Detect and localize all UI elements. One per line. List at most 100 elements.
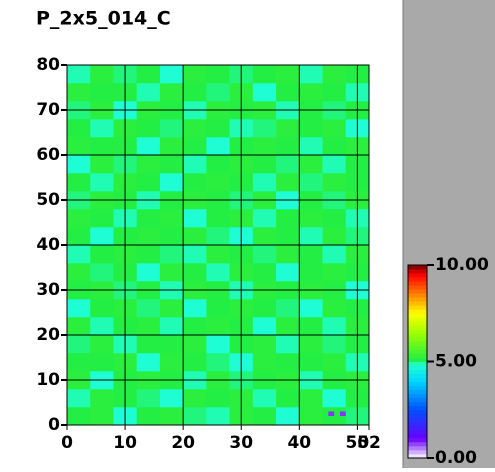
heat-cell xyxy=(252,407,277,426)
heat-cell xyxy=(136,299,161,318)
heat-cell xyxy=(183,227,207,246)
heat-cell xyxy=(322,227,347,246)
colorbar-swatch xyxy=(408,385,427,391)
heat-cell xyxy=(67,83,91,102)
heat-cell xyxy=(252,119,277,138)
heat-cell xyxy=(159,299,184,318)
x-tick-label: 10 xyxy=(113,433,137,453)
x-tick-label: 20 xyxy=(171,433,195,453)
heat-cell xyxy=(136,353,161,372)
y-tick-label: 40 xyxy=(36,235,60,255)
x-tick-label: 30 xyxy=(229,433,253,453)
heat-cell xyxy=(322,335,347,354)
colorbar-swatch xyxy=(408,289,427,294)
colorbar-swatch xyxy=(408,333,427,338)
heat-cell xyxy=(322,299,347,318)
colorbar-swatch xyxy=(408,373,427,378)
y-tick-label: 50 xyxy=(36,190,60,210)
heat-cell xyxy=(206,83,230,102)
colorbar-swatch xyxy=(408,453,427,459)
colorbar-swatch xyxy=(408,397,427,403)
heat-cell xyxy=(252,227,277,246)
heat-cell xyxy=(183,119,207,138)
colorbar-swatch xyxy=(408,357,427,362)
heat-cell xyxy=(183,407,207,426)
heat-cell xyxy=(136,227,161,246)
colorbar-swatch xyxy=(408,441,427,447)
heat-cell xyxy=(252,263,277,282)
heat-cell xyxy=(276,209,300,228)
heat-cell xyxy=(299,155,323,174)
colorbar-swatch xyxy=(408,309,427,314)
heat-cell xyxy=(183,389,207,408)
colorbar-swatch xyxy=(408,437,427,443)
heat-cell xyxy=(67,119,91,138)
heat-cell xyxy=(183,317,207,336)
heat-cell xyxy=(159,83,184,102)
colorbar-swatch xyxy=(408,425,427,431)
heat-cell xyxy=(67,407,91,426)
heat-cell xyxy=(90,263,114,282)
heat-cell xyxy=(183,83,207,102)
heat-cell xyxy=(136,407,161,426)
heat-cell xyxy=(67,137,91,156)
colorbar-swatch xyxy=(408,329,427,334)
heat-cell xyxy=(90,137,114,156)
heat-cell xyxy=(159,335,184,354)
heat-cell xyxy=(206,119,230,138)
heat-cell xyxy=(252,299,277,318)
heat-cell xyxy=(90,227,114,246)
heat-cell xyxy=(67,245,91,264)
heat-cell xyxy=(299,317,323,336)
heat-cell xyxy=(322,389,347,408)
heat-cell xyxy=(322,353,347,372)
heat-cell xyxy=(183,263,207,282)
heat-cell xyxy=(90,83,114,102)
heat-cell xyxy=(276,407,300,426)
colorbar-swatch xyxy=(408,389,427,395)
heat-cell xyxy=(90,317,114,336)
heat-cell xyxy=(90,407,114,426)
heat-cell xyxy=(206,299,230,318)
heat-cell xyxy=(136,209,161,228)
heat-cell xyxy=(159,173,184,192)
heat-cell xyxy=(90,65,114,84)
heat-cell xyxy=(67,335,91,354)
colorbar-swatch xyxy=(408,345,427,350)
heat-cell xyxy=(206,263,230,282)
colorbar-swatch xyxy=(408,393,427,399)
y-tick-label: 0 xyxy=(48,415,60,435)
heat-cell xyxy=(206,245,230,264)
colorbar-swatch xyxy=(408,321,427,326)
y-tick-label: 20 xyxy=(36,325,60,345)
heat-cell xyxy=(252,317,277,336)
heat-cell xyxy=(159,245,184,264)
heat-cell xyxy=(322,407,347,426)
colorbar-swatch xyxy=(408,409,427,415)
heat-cell xyxy=(299,299,323,318)
colorbar-swatch xyxy=(408,281,427,286)
heat-cell xyxy=(299,335,323,354)
heat-cell xyxy=(206,353,230,372)
heat-cell xyxy=(206,407,230,426)
heat-cell xyxy=(90,353,114,372)
heat-cell xyxy=(299,173,323,192)
heat-cell xyxy=(183,245,207,264)
y-tick-label: 70 xyxy=(36,100,60,120)
colorbar-swatch xyxy=(408,361,427,366)
heat-cell xyxy=(183,173,207,192)
heat-cell xyxy=(159,227,184,246)
heat-cell xyxy=(136,65,161,84)
heat-cell xyxy=(252,335,277,354)
heat-cell xyxy=(252,155,277,174)
heat-cell xyxy=(183,353,207,372)
heat-cell xyxy=(206,317,230,336)
heat-cell xyxy=(299,407,323,426)
heat-cell xyxy=(67,389,91,408)
colorbar-swatch xyxy=(408,353,427,358)
heat-cell xyxy=(183,299,207,318)
heat-cell xyxy=(322,119,347,138)
heat-cell xyxy=(276,83,300,102)
y-tick-label: 80 xyxy=(36,55,60,75)
heat-cell xyxy=(90,389,114,408)
